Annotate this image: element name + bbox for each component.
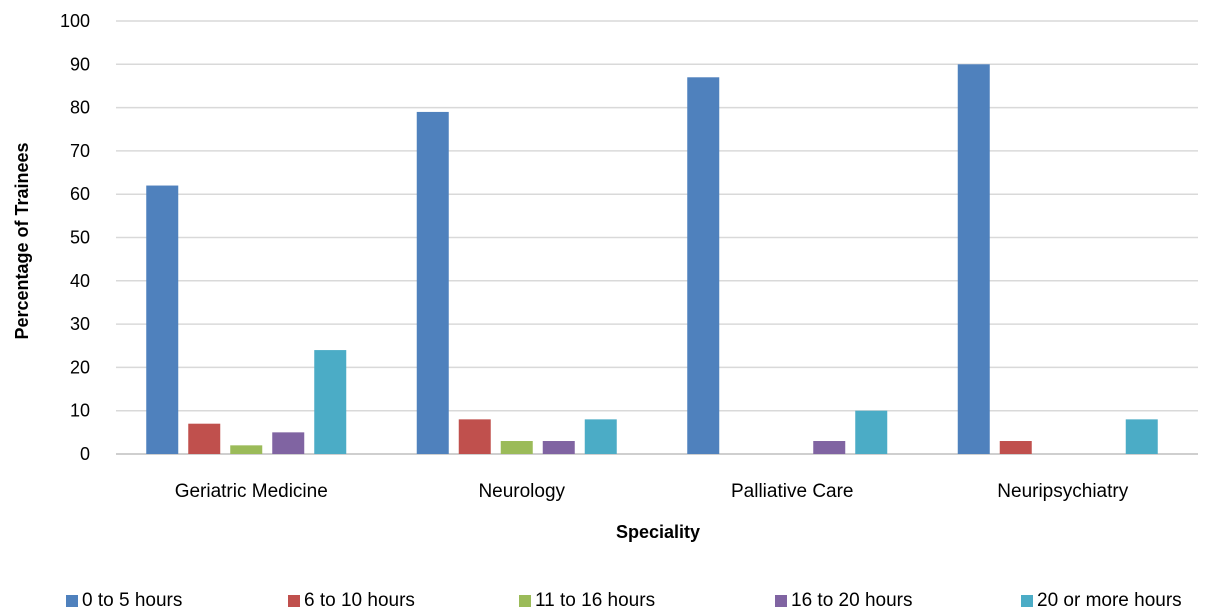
legend-label: 16 to 20 hours <box>791 590 913 611</box>
y-tick-label: 10 <box>70 401 90 421</box>
legend-swatch <box>288 595 300 607</box>
legend-item: 6 to 10 hours <box>288 589 415 613</box>
y-axis-ticks: 0 10 20 30 40 50 60 70 80 90 100 <box>60 11 90 464</box>
x-axis-title: Speciality <box>616 522 700 542</box>
legend-item: 16 to 20 hours <box>775 589 912 613</box>
bar-2-4 <box>855 410 888 454</box>
legend-swatch <box>1021 595 1033 607</box>
x-category-label: Neuripsychiatry <box>997 481 1128 502</box>
y-tick-label: 80 <box>70 98 90 118</box>
y-tick-label: 90 <box>70 54 90 74</box>
bar-1-0 <box>416 111 449 455</box>
bar-3-4 <box>1125 419 1158 454</box>
legend-label: 6 to 10 hours <box>304 590 415 611</box>
bar-0-1 <box>188 423 221 454</box>
bar-1-2 <box>500 441 533 454</box>
legend-item: 20 or more hours <box>1021 589 1182 613</box>
y-tick-label: 40 <box>70 271 90 291</box>
bar-2-0 <box>687 77 720 454</box>
bar-0-3 <box>272 432 305 454</box>
y-tick-label: 60 <box>70 184 90 204</box>
y-tick-label: 70 <box>70 141 90 161</box>
gridlines <box>116 20 1198 455</box>
y-tick-label: 20 <box>70 357 90 377</box>
bar-0-0 <box>146 185 179 455</box>
bar-1-3 <box>542 441 575 454</box>
legend-label: 0 to 5 hours <box>82 590 183 611</box>
bar-3-1 <box>999 441 1032 454</box>
y-tick-label: 30 <box>70 314 90 334</box>
bars <box>146 64 1158 455</box>
bar-chart: 0 10 20 30 40 50 60 70 80 90 100 Geriatric Medicin… <box>12 11 1198 542</box>
legend-label: 20 or more hours <box>1037 590 1182 611</box>
legend-swatch <box>66 595 78 607</box>
legend-swatch <box>519 595 531 607</box>
bar-0-2 <box>230 445 263 454</box>
y-tick-label: 50 <box>70 228 90 248</box>
x-category-label: Neurology <box>478 481 565 502</box>
bar-1-1 <box>458 419 491 454</box>
legend-label: 11 to 16 hours <box>535 590 656 611</box>
legend-swatch <box>775 595 787 607</box>
x-category-label: Geriatric Medicine <box>175 481 328 502</box>
x-axis-categories: Geriatric Medicine Neurology Palliative Ca… <box>175 481 1129 502</box>
bar-0-4 <box>314 350 347 454</box>
x-category-label: Palliative Care <box>731 481 854 502</box>
bar-2-3 <box>813 441 846 454</box>
legend-item: 11 to 16 hours <box>519 589 655 613</box>
bar-3-0 <box>957 64 990 455</box>
y-tick-label: 100 <box>60 11 90 31</box>
y-axis-title: Percentage of Trainees <box>12 142 32 339</box>
bar-1-4 <box>584 419 617 454</box>
legend-item: 0 to 5 hours <box>66 589 182 613</box>
chart-legend: 0 to 5 hours 6 to 10 hours 11 to 16 hours 1… <box>0 589 1210 613</box>
y-tick-label: 0 <box>80 444 90 464</box>
